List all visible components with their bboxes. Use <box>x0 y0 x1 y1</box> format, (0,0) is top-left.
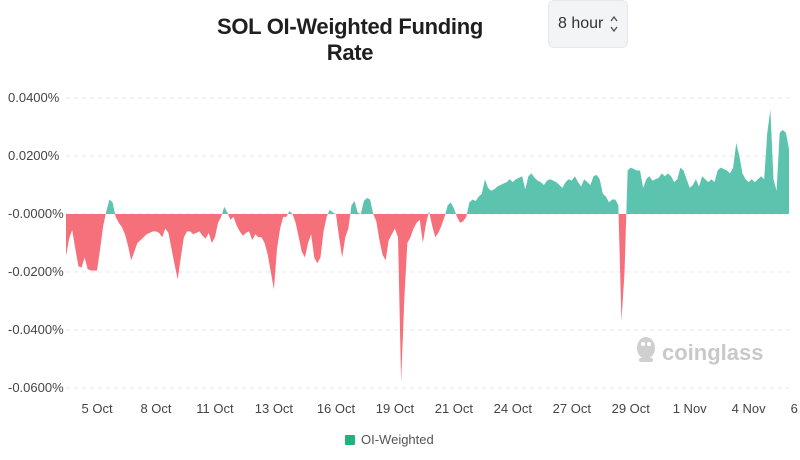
legend-item-oi-weighted[interactable]: OI-Weighted <box>345 432 434 447</box>
interval-value: 8 hour <box>558 15 604 32</box>
x-axis: 5 Oct 8 Oct 11 Oct 13 Oct 16 Oct 19 Oct 21 Oct… <box>81 401 800 416</box>
y-tick-label: -0.0400% <box>8 322 64 337</box>
coinglass-logo-icon <box>637 337 655 362</box>
x-tick-label: 24 Oct <box>494 401 533 416</box>
x-tick-label: 16 Oct <box>317 401 356 416</box>
x-tick-label: 4 Nov <box>732 401 766 416</box>
interval-select[interactable]: 8 hour <box>548 0 628 48</box>
x-tick-label: 29 Oct <box>612 401 651 416</box>
y-tick-label: -0.0200% <box>8 264 64 279</box>
legend-label: OI-Weighted <box>361 432 434 447</box>
x-tick-label: 6 Nov <box>791 401 800 416</box>
x-tick-label: 27 Oct <box>553 401 592 416</box>
x-tick-label: 13 Oct <box>255 401 294 416</box>
x-tick-label: 19 Oct <box>376 401 415 416</box>
x-tick-label: 11 Oct <box>196 401 234 416</box>
y-tick-label: -0.0600% <box>8 380 64 395</box>
y-tick-label: 0.0400% <box>8 90 60 105</box>
page-title: SOL OI-Weighted Funding Rate <box>216 14 484 65</box>
x-tick-label: 8 Oct <box>140 401 171 416</box>
positive-area <box>66 109 789 214</box>
y-tick-label: 0.0200% <box>8 148 60 163</box>
x-tick-label: 5 Oct <box>81 401 112 416</box>
negative-area <box>66 214 789 383</box>
watermark-text: coinglass <box>662 340 763 365</box>
coinglass-watermark: coinglass <box>637 337 763 365</box>
x-tick-label: 1 Nov <box>673 401 707 416</box>
x-tick-label: 21 Oct <box>435 401 474 416</box>
area-series-oi-weighted <box>66 109 789 383</box>
legend-swatch <box>345 434 355 445</box>
chevron-updown-icon <box>610 15 618 33</box>
y-tick-label: -0.0000% <box>8 206 64 221</box>
y-axis: 0.0400% 0.0200% -0.0000% -0.0200% -0.0400% -0… <box>8 90 64 395</box>
